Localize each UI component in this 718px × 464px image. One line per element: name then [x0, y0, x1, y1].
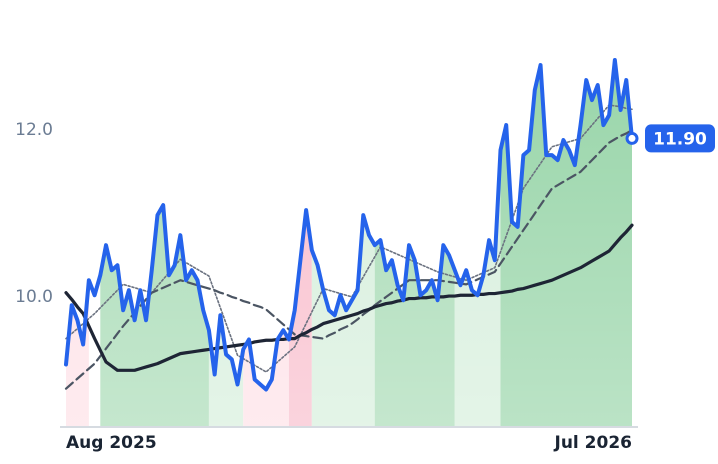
- value-badge: [645, 124, 715, 153]
- y-tick-label: 10.0: [15, 287, 53, 307]
- series-line: [64, 58, 634, 392]
- x-tick-label: Jul 2026: [554, 433, 633, 453]
- y-tick-label: 12.0: [15, 120, 53, 140]
- overlay: 10.0 12.0 Aug 2025 Jul 2026 11.90: [15, 120, 715, 453]
- last-point: [625, 131, 639, 145]
- series-line: [64, 223, 634, 372]
- x-tick-label: Aug 2025: [66, 433, 157, 453]
- value-label: 11.90: [653, 129, 707, 149]
- series-line: [65, 104, 633, 373]
- lines: [64, 58, 634, 392]
